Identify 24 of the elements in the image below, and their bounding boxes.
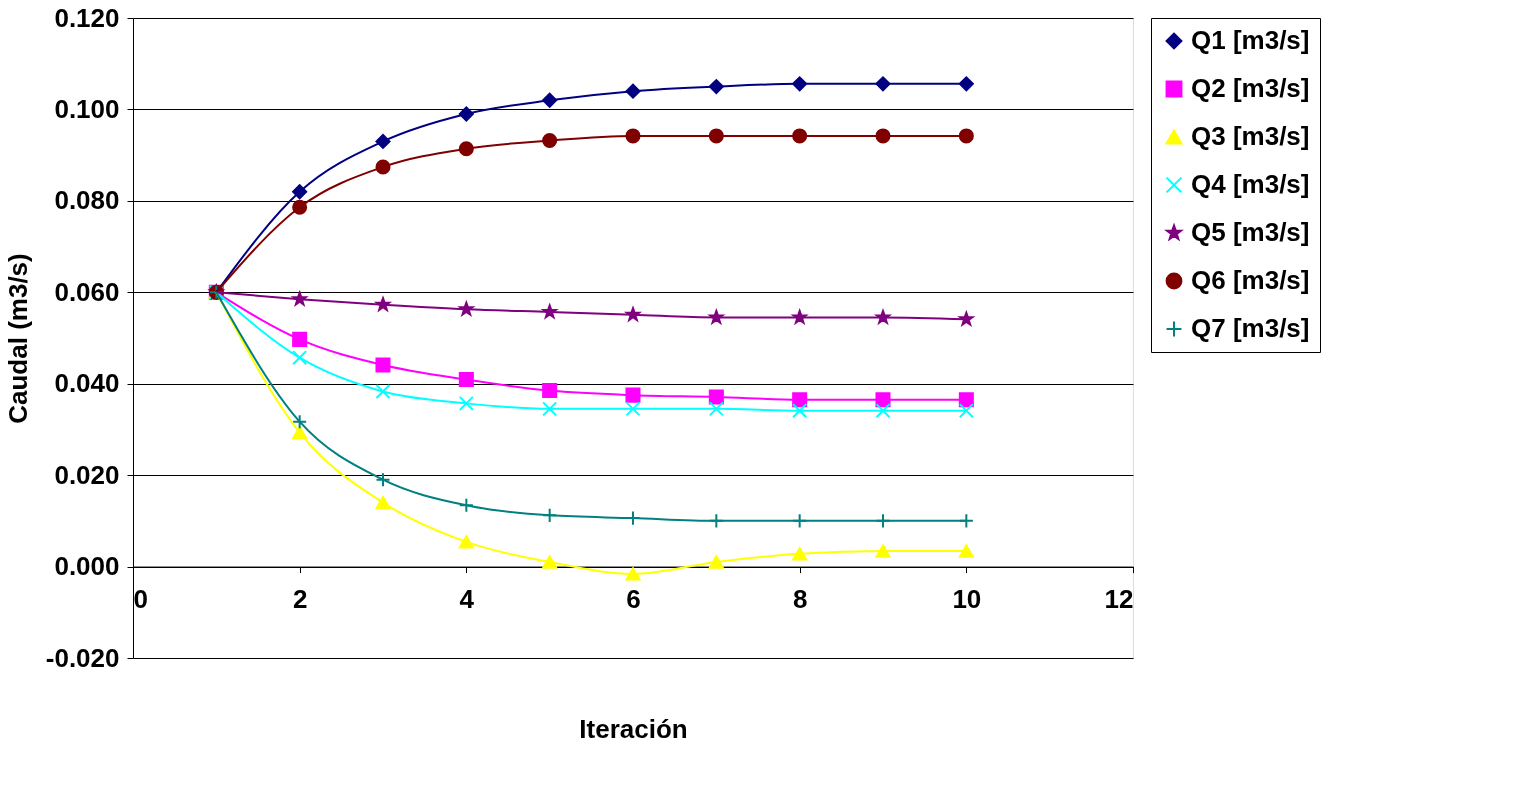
y-tick-label: -0.020 (45, 642, 120, 673)
legend-label: Q4 [m3/s] (1191, 169, 1310, 199)
x-axis-title: Iteración (579, 713, 688, 744)
y-axis-title: Caudal (m3/s) (2, 253, 33, 424)
legend-label: Q6 [m3/s] (1191, 265, 1310, 295)
y-tick-label: 0.060 (54, 276, 120, 307)
y-tick-label: 0.000 (54, 551, 120, 582)
legend-label: Q1 [m3/s] (1191, 25, 1310, 55)
x-tick-label: 2 (292, 584, 308, 615)
x-tick-label: 8 (792, 584, 808, 615)
y-tick-label: 0.020 (54, 459, 120, 490)
y-tick-label: 0.040 (54, 368, 120, 399)
y-tick-label: 0.080 (54, 185, 120, 216)
y-tick-label: 0.100 (54, 93, 120, 124)
legend-label: Q7 [m3/s] (1191, 313, 1310, 343)
x-tick-label: 10 (952, 584, 982, 615)
x-tick-label: 6 (626, 584, 641, 615)
x-tick-label: 0 (133, 584, 148, 615)
x-tick-label: 12 (1104, 584, 1134, 615)
y-tick-label: 0.120 (54, 2, 120, 33)
legend-label: Q5 [m3/s] (1191, 217, 1310, 247)
legend-label: Q2 [m3/s] (1191, 73, 1310, 103)
x-tick-label: 4 (459, 584, 475, 615)
legend-label: Q3 [m3/s] (1191, 121, 1310, 151)
